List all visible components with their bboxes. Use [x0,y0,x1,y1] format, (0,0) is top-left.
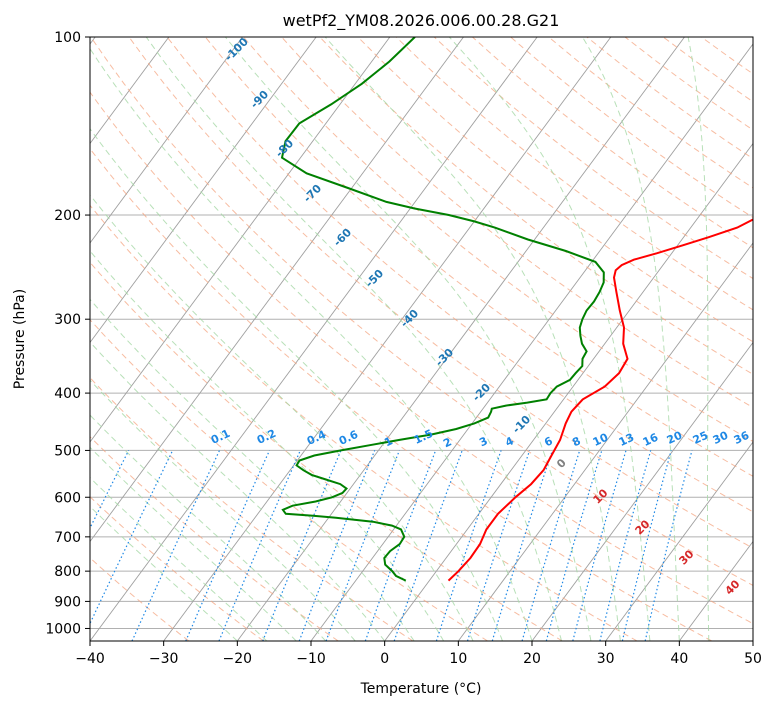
y-axis: 100 200 300 400 500 600 700 800 900 1000 [45,30,90,637]
x-tick-label: 40 [670,651,688,667]
mixing-ratio-label: 20 [665,429,685,447]
moist-adiabat [90,194,474,641]
dry-adiabat [357,37,753,343]
mixing-ratio-label: 13 [617,431,636,449]
isotherm-line [90,37,243,244]
isotherm-line [310,43,753,641]
dry-adiabat [90,204,638,641]
y-tick-label: 1000 [45,621,81,637]
mixing-ratio-label: 25 [691,429,710,447]
y-tick-label: 100 [54,30,81,46]
moist-adiabat [90,250,445,641]
dry-adiabat [90,91,753,625]
y-tick-label: 400 [54,386,81,402]
moist-adiabat [582,37,680,641]
mixing-ratio-line [491,450,553,641]
x-axis-title: Temperature (°C) [360,681,482,697]
isotherm-line [531,341,753,641]
isotherm-line [90,37,464,543]
moist-adiabat [90,505,238,641]
mixing-ratio-line [599,450,652,641]
y-tick-label: 200 [54,208,81,224]
mixing-ratio-line [545,450,603,641]
mixing-ratio-line [298,450,376,641]
mixing-ratio-label: 10 [591,431,611,449]
isotherm-line [457,242,753,641]
mixing-ratio-line [218,450,301,641]
mixing-ratio-line [521,450,581,641]
mixing-ratio-label: 16 [641,431,661,449]
moist-adiabat [145,37,562,641]
isotherm-line [90,37,170,145]
mixing-ratio-line [325,450,400,641]
isotherm-line [605,441,753,641]
x-tick-label: −10 [296,651,326,667]
y-tick-label: 600 [54,490,81,506]
plot-frame [89,36,754,642]
moist-adiabat [687,37,710,641]
moist-adiabat [90,476,268,641]
y-tick-label: 300 [54,312,81,328]
x-tick-label: 0 [380,651,389,667]
moist-adiabat [90,127,503,641]
y-tick-label: 700 [54,530,81,546]
moist-adiabat [90,298,415,641]
moist-adiabat [90,446,297,641]
mixing-ratio-line [262,450,342,641]
dry-adiabat [395,37,753,311]
isotherm-line [90,37,317,344]
moist-adiabat [90,379,356,641]
dewpoint-profile [280,37,605,582]
mixing-ratio-line [572,450,627,641]
background-lines [90,37,753,641]
dry-adiabat [90,377,414,641]
dry-adiabat [128,37,753,549]
y-tick-label: 500 [54,443,81,459]
isotherm-line [90,37,538,641]
moist-adiabat [225,37,592,641]
moist-adiabat [90,341,386,641]
mixing-ratio-label: 30 [711,429,731,447]
isotherm-line [236,37,685,641]
moist-adiabat [448,37,651,641]
moist-adiabat [324,37,621,641]
x-tick-label: 20 [523,651,541,667]
moist-adiabat [90,414,327,641]
series-layer [280,37,753,582]
x-tick-label: 30 [597,651,615,667]
mixing-ratio-label: 36 [732,429,752,447]
mixing-ratio-line [466,450,531,641]
dry-adiabat [319,37,753,375]
dry-adiabat [90,37,753,586]
moist-adiabat [90,47,533,641]
x-tick-label: −20 [223,651,253,667]
mixing-ratio-line [621,450,672,641]
y-axis-title: Pressure (hPa) [12,289,28,389]
mixing-ratio-line [393,450,463,641]
isotherm-line [384,142,753,641]
temperature-profile [447,218,753,582]
dry-adiabat [90,261,563,641]
x-tick-label: −30 [149,651,179,667]
mixing-ratio-line [364,450,437,641]
x-tick-label: 50 [744,651,762,667]
isotherm-line [163,37,612,641]
mixing-ratio-line [644,450,693,641]
mixing-ratio-line [435,450,502,641]
y-tick-label: 800 [54,564,81,580]
isotherm-line [90,37,391,443]
dry-adiabat [166,37,753,513]
x-axis: −40 −30 −20 −10 0 10 20 30 40 50 [75,641,762,667]
y-tick-label: 900 [54,594,81,610]
x-tick-label: −40 [75,651,105,667]
mixing-ratio-line [90,450,130,530]
x-tick-label: 10 [449,651,467,667]
chart-title: wetPf2_YM08.2026.006.00.28.G21 [283,11,560,31]
dry-adiabat [90,147,712,641]
mixing-ratio-line [185,450,271,641]
